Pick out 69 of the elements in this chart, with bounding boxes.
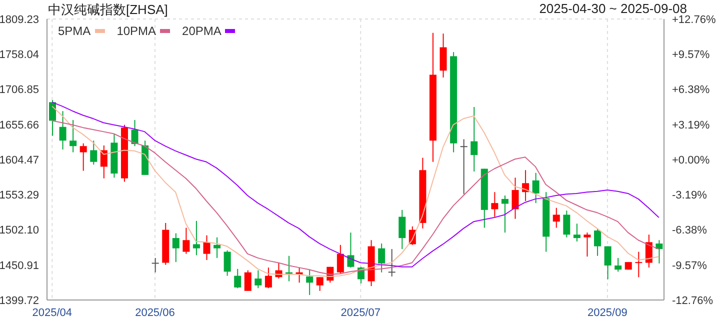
y2-tick-label: -6.38% xyxy=(672,224,708,237)
candlestick xyxy=(306,269,314,296)
candlestick xyxy=(532,172,540,204)
candlestick xyxy=(552,207,560,228)
y2-tick-label: +9.57% xyxy=(672,49,710,62)
candlestick xyxy=(440,33,447,78)
candlestick xyxy=(645,234,652,268)
y2-tick-label: -12.76% xyxy=(672,294,714,307)
candlestick xyxy=(512,177,519,220)
x-tick-label: 2025/04 xyxy=(32,306,72,319)
candlestick xyxy=(584,232,591,258)
candlestick xyxy=(563,210,570,238)
candlestick xyxy=(501,195,508,234)
y2-tick-label: +6.38% xyxy=(672,84,710,96)
legend-label: 10PMA xyxy=(116,24,156,38)
x-tick-label: 2025/06 xyxy=(135,306,175,319)
y2-tick-label: +0.00% xyxy=(672,154,710,166)
candlestick xyxy=(234,268,242,289)
candlestick xyxy=(70,120,77,153)
candlestick xyxy=(224,250,231,276)
candlestick xyxy=(182,227,190,254)
y-tick-label: 1450.91 xyxy=(0,260,39,272)
candlestick xyxy=(378,243,386,273)
candlestick xyxy=(460,138,468,195)
candlestick xyxy=(203,234,210,261)
chart-title: 中汉纯碱指数[ZHSA] xyxy=(48,1,168,19)
y-tick-label: 1604.47 xyxy=(0,154,39,166)
candlestick xyxy=(172,232,180,263)
candlestick xyxy=(192,220,200,256)
candlestick xyxy=(347,232,354,268)
y2-tick-label: -3.19% xyxy=(672,190,708,202)
x-tick-label: 2025/09 xyxy=(588,306,628,319)
y-tick-label: 1399.72 xyxy=(0,294,39,307)
candlestick xyxy=(131,120,138,147)
candlestick xyxy=(264,267,272,289)
y-tick-label: 1809.23 xyxy=(0,14,39,26)
candlestick xyxy=(398,209,406,250)
candlestick xyxy=(244,270,252,292)
chart-subtitle: 2025-04-30 ~ 2025-09-08 xyxy=(539,1,687,16)
candlestick xyxy=(604,246,612,280)
y-tick-label: 1758.04 xyxy=(0,49,39,62)
candlestick xyxy=(388,248,396,277)
candlestick xyxy=(594,228,602,256)
y-tick-label: 1706.85 xyxy=(0,84,39,96)
candlestick xyxy=(49,100,56,136)
x-tick-label: 2025/07 xyxy=(340,306,381,319)
y-tick-label: 1553.29 xyxy=(0,190,39,202)
y2-tick-label: +3.19% xyxy=(672,119,710,132)
candlestick xyxy=(316,276,324,292)
candlestick xyxy=(470,106,478,172)
y-tick-label: 1655.66 xyxy=(0,119,39,132)
candlestick xyxy=(491,192,498,218)
candlestick xyxy=(254,270,262,289)
candlestick xyxy=(59,110,66,150)
candlestick xyxy=(614,257,622,272)
candlestick xyxy=(100,144,108,179)
candlestick xyxy=(80,142,87,172)
candlestick xyxy=(214,236,221,258)
y2-tick-label: -9.57% xyxy=(672,260,708,272)
legend-label: 5PMA xyxy=(58,24,91,38)
candlestick xyxy=(336,244,344,274)
candlestick xyxy=(656,240,663,264)
candlestick xyxy=(635,251,642,278)
y-tick-label: 1502.10 xyxy=(0,224,39,237)
y2-tick-label: +12.76% xyxy=(672,14,716,26)
legend-label: 20PMA xyxy=(182,24,222,38)
candlestick xyxy=(152,257,159,273)
candlestick xyxy=(90,140,98,166)
candlestick xyxy=(573,223,580,242)
